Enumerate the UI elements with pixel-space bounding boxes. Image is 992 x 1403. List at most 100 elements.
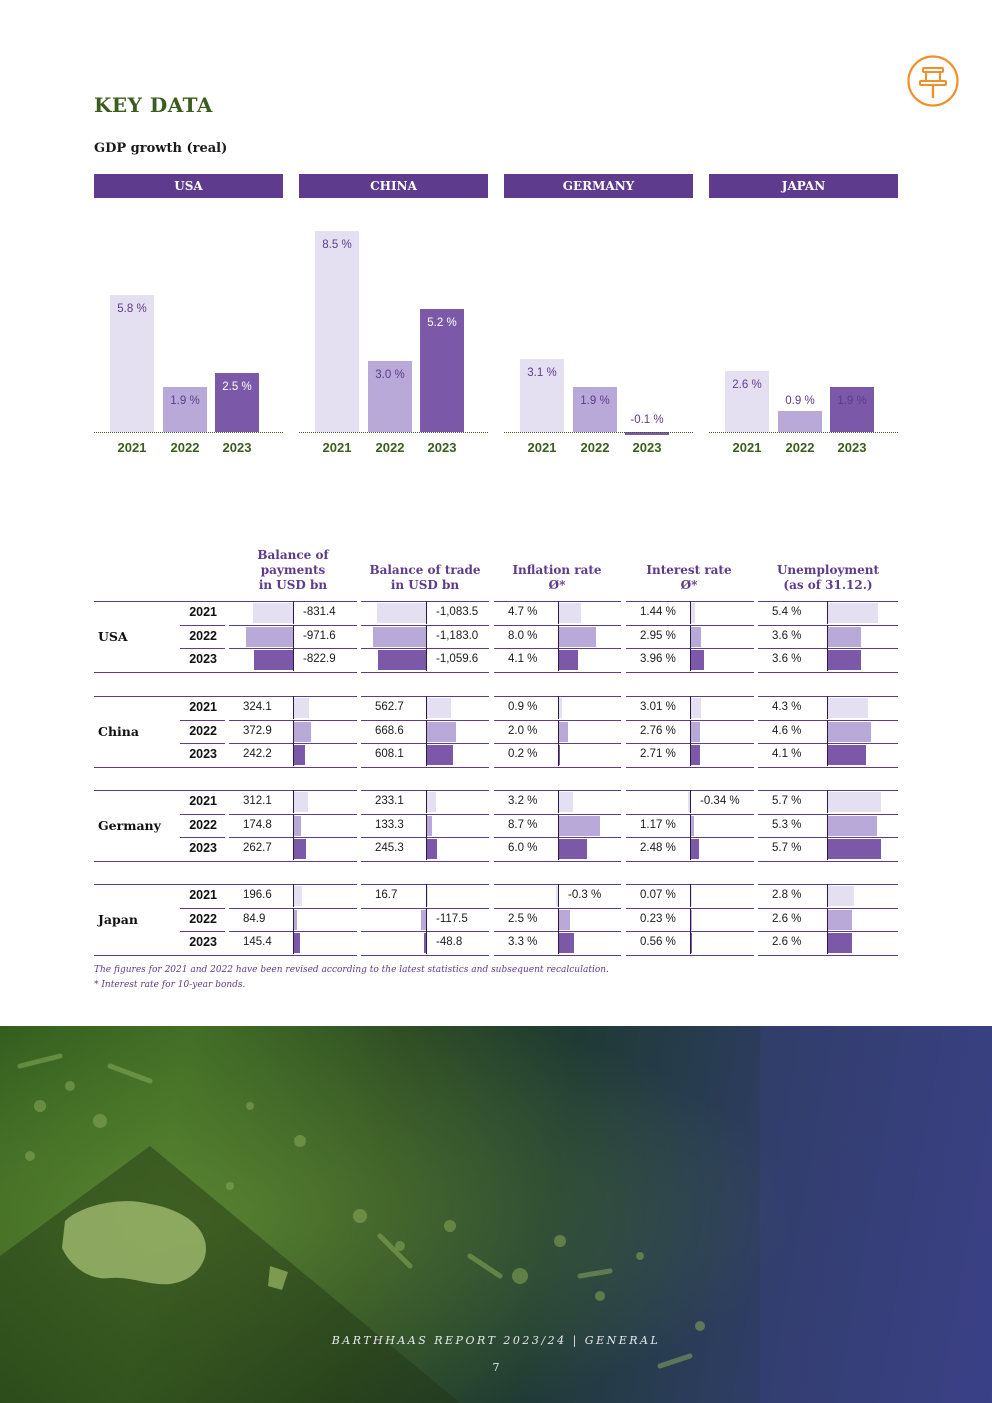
cell-value: 3.01 % <box>640 701 676 713</box>
cell-line <box>361 648 489 650</box>
cell-line <box>361 860 489 862</box>
zero-axis <box>426 648 427 672</box>
cell-value: 3.3 % <box>508 936 538 949</box>
value-bar <box>558 626 597 647</box>
cell-value: -1,059.6 <box>436 653 479 666</box>
value-bar <box>558 745 560 766</box>
zero-axis <box>293 719 294 743</box>
page-number: 7 <box>492 1361 500 1374</box>
cell-value: -117.5 <box>436 912 468 925</box>
zero-axis <box>690 837 691 861</box>
cell-line <box>361 743 489 745</box>
value-bar <box>372 626 426 647</box>
value-bar <box>420 909 426 930</box>
gdp-year-label: 2023 <box>222 440 252 455</box>
gdp-value-label: 5.8 % <box>117 303 147 316</box>
gdp-bar-2021 <box>315 231 359 432</box>
zero-axis <box>558 648 559 672</box>
zero-axis <box>558 624 559 648</box>
zero-axis <box>690 696 691 719</box>
cell-value: 84.9 <box>243 912 266 925</box>
column-header-line: Unemployment <box>776 563 880 577</box>
gdp-panel-header: CHINA <box>299 174 488 198</box>
value-bar <box>293 909 298 930</box>
cell-value: 2.8 % <box>772 889 802 901</box>
cell-value: 5.7 % <box>772 795 802 807</box>
cell-line <box>361 671 489 673</box>
cell-line <box>180 601 225 602</box>
cell-line <box>361 931 489 933</box>
zero-axis <box>690 813 691 837</box>
gdp-value-label: 1.9 % <box>580 395 610 408</box>
value-bar <box>426 815 432 836</box>
cell-line <box>180 743 225 745</box>
zero-axis <box>426 931 427 955</box>
zero-axis <box>426 813 427 837</box>
group-bottom-line <box>94 766 229 768</box>
gdp-bar-2021 <box>110 295 154 432</box>
cell-line <box>361 907 489 909</box>
column-header-line: Interest rate <box>646 563 732 577</box>
zero-axis <box>426 696 427 719</box>
column-header-line: in USD bn <box>258 578 328 592</box>
value-bar <box>426 698 452 718</box>
cell-value: 0.23 % <box>640 912 676 925</box>
value-bar <box>293 745 305 766</box>
zero-axis <box>426 884 427 907</box>
zero-axis <box>426 837 427 861</box>
cell-value: 196.6 <box>243 889 272 901</box>
value-bar <box>827 721 871 742</box>
cell-line <box>758 837 898 839</box>
cell-value: 0.9 % <box>508 701 538 713</box>
gdp-panel-header: GERMANY <box>504 174 693 198</box>
group-top-line <box>94 790 229 791</box>
cell-value: 668.6 <box>375 724 404 737</box>
cell-line <box>180 954 225 956</box>
value-bar <box>426 886 428 906</box>
gdp-bar-2022 <box>573 387 617 432</box>
gdp-baseline <box>94 432 283 433</box>
gdp-bar-2023 <box>215 373 259 432</box>
group-bottom-line <box>94 671 229 673</box>
value-bar <box>690 886 692 906</box>
cell-value: 2.6 % <box>772 912 802 925</box>
cell-value: -1,183.0 <box>436 629 479 642</box>
cell-value: 2.5 % <box>508 912 538 925</box>
zero-axis <box>558 884 559 907</box>
value-bar <box>378 650 426 671</box>
cell-value: 4.1 % <box>508 653 538 666</box>
cell-value: -48.8 <box>436 936 463 949</box>
value-bar <box>293 839 306 860</box>
zero-axis <box>827 624 828 648</box>
zero-axis <box>690 931 691 955</box>
value-bar <box>827 839 882 860</box>
year-label: 2023 <box>189 841 217 856</box>
gdp-year-label: 2021 <box>527 440 557 455</box>
cell-line <box>494 671 621 673</box>
value-bar <box>827 792 882 812</box>
value-bar <box>423 933 426 954</box>
zero-axis <box>558 907 559 931</box>
gdp-panel-germany: GERMANY 3.1 % 2021 1.9 % 2022 -0.1 % 2023 <box>504 174 693 464</box>
value-bar <box>690 909 692 930</box>
zero-axis <box>293 790 294 813</box>
cell-line <box>180 624 225 626</box>
zero-axis <box>293 813 294 837</box>
zero-axis <box>690 790 691 813</box>
zero-axis <box>293 743 294 767</box>
year-label: 2021 <box>189 700 217 714</box>
gdp-year-label: 2023 <box>427 440 457 455</box>
cell-line <box>229 766 357 768</box>
value-bar <box>690 815 695 836</box>
zero-axis <box>827 790 828 813</box>
value-bar <box>558 909 570 930</box>
zero-axis <box>558 931 559 955</box>
cell-value: 1.44 % <box>640 606 676 618</box>
cell-value: 133.3 <box>375 818 404 831</box>
value-bar <box>690 745 700 766</box>
cell-line <box>494 931 621 933</box>
group-bottom-line <box>94 954 229 956</box>
cell-line <box>494 907 621 909</box>
gdp-panel-usa: USA 5.8 % 2021 1.9 % 2022 2.5 % 2023 <box>94 174 283 464</box>
value-bar <box>827 909 852 930</box>
